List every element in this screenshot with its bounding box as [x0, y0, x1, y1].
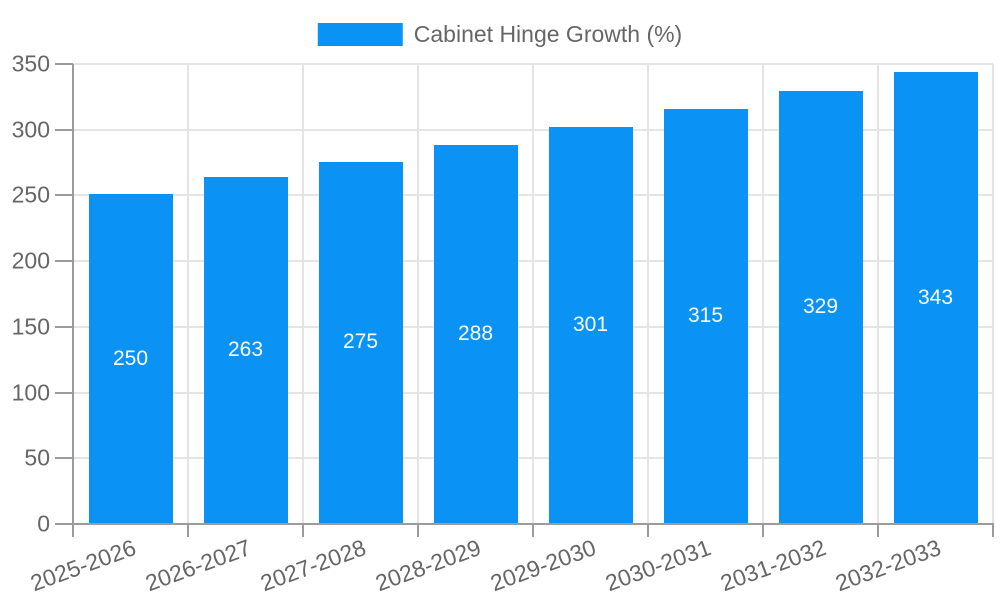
vertical-gridline [992, 64, 994, 524]
vertical-gridline [647, 64, 649, 524]
y-axis-tick [55, 63, 73, 65]
x-axis-tick-label: 2029-2030 [486, 534, 599, 597]
x-axis-tick [992, 523, 994, 537]
vertical-gridline [187, 64, 189, 524]
x-axis-tick-label: 2028-2029 [371, 534, 484, 597]
bar[interactable] [433, 144, 518, 523]
legend-swatch [317, 23, 403, 46]
x-axis-tick-label: 2032-2033 [831, 534, 944, 597]
vertical-gridline [762, 64, 764, 524]
x-axis-line [72, 523, 994, 525]
bar-value-label: 275 [342, 330, 379, 354]
bar[interactable] [893, 72, 978, 523]
bar[interactable] [663, 109, 748, 523]
y-axis-tick-label: 200 [11, 247, 50, 274]
bar-value-label: 288 [457, 321, 494, 345]
y-axis-tick-label: 100 [11, 379, 50, 406]
bar[interactable] [548, 127, 633, 523]
y-axis-tick-label: 50 [24, 444, 50, 471]
bar[interactable] [318, 161, 403, 523]
y-axis-tick-label: 350 [11, 50, 50, 77]
x-axis-tick-label: 2025-2026 [26, 534, 139, 597]
y-axis-tick [55, 260, 73, 263]
y-axis-line [72, 64, 74, 537]
x-axis-tick-label: 2026-2027 [141, 534, 254, 597]
bar-value-label: 315 [687, 304, 724, 327]
x-axis-tick [187, 523, 189, 537]
bar[interactable] [203, 177, 288, 523]
y-axis-tick [55, 523, 73, 525]
y-axis-tick [55, 457, 73, 460]
y-axis-tick-label: 0 [37, 510, 50, 537]
y-axis-tick-label: 250 [11, 181, 50, 208]
bar[interactable] [778, 90, 863, 523]
y-axis-tick [55, 128, 73, 131]
legend[interactable]: Cabinet Hinge Growth (%) [317, 21, 683, 48]
legend-label: Cabinet Hinge Growth (%) [413, 21, 683, 47]
x-axis-tick [877, 523, 879, 537]
x-axis-tick [302, 523, 304, 537]
y-axis-tick-label: 150 [11, 313, 50, 340]
y-axis-tick-label: 300 [11, 116, 50, 143]
x-axis-tick-label: 2030-2031 [601, 534, 714, 597]
vertical-gridline [877, 64, 879, 524]
y-axis-tick [55, 325, 73, 328]
x-axis-tick [532, 523, 534, 537]
bar-value-label: 343 [917, 285, 954, 309]
x-axis-tick-label: 2027-2028 [256, 534, 369, 597]
vertical-gridline [532, 64, 534, 524]
bar-value-label: 263 [227, 338, 264, 362]
x-axis-tick [762, 523, 764, 537]
x-axis-tick [417, 523, 419, 537]
x-axis-tick [647, 523, 649, 537]
bar-value-label: 250 [112, 346, 149, 370]
bar-value-label: 301 [572, 313, 609, 337]
bar[interactable] [88, 194, 173, 523]
y-axis-tick [55, 194, 73, 197]
vertical-gridline [417, 64, 419, 524]
y-axis-tick [55, 391, 73, 394]
vertical-gridline [302, 64, 304, 524]
bar-value-label: 329 [802, 294, 839, 318]
x-axis-tick-label: 2031-2032 [716, 534, 829, 597]
